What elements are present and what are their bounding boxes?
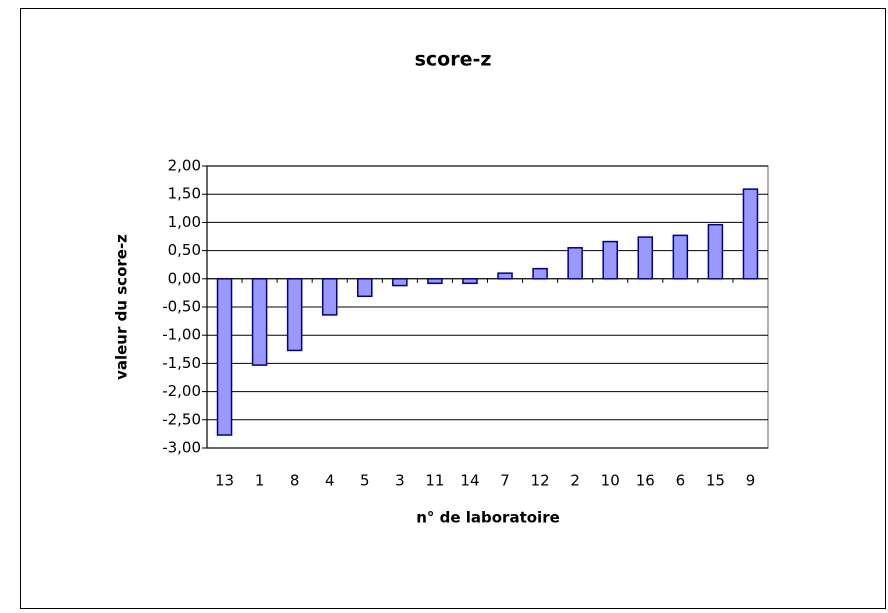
x-tick-label: 2 [570,472,580,490]
x-tick-label: 12 [531,472,550,490]
bar [602,240,618,280]
bar [497,272,513,280]
y-tick-label: -1,50 [162,354,201,372]
bar [532,267,548,280]
bar [357,278,373,298]
bar [216,278,233,436]
x-tick-label: 9 [746,472,756,490]
bar [567,247,583,280]
x-tick-label: 4 [325,472,335,490]
bar [251,278,268,366]
bar [286,278,303,352]
bar [427,278,443,285]
bar [707,223,724,280]
x-tick-label: 15 [706,472,725,490]
chart-title: score-z [415,49,492,71]
x-tick-label: 5 [360,472,370,490]
bar [321,278,338,316]
x-tick-label: 10 [601,472,620,490]
x-tick-label: 3 [395,472,405,490]
y-tick-label: -2,50 [162,410,201,428]
y-tick-label: 0,50 [168,241,201,259]
x-tick-label: 1 [255,472,265,490]
x-tick-label: 16 [636,472,655,490]
bar [742,188,759,280]
bar [672,234,689,280]
y-tick-label: -2,00 [162,382,201,400]
x-tick-label: 8 [290,472,300,490]
x-tick-label: 13 [215,472,234,490]
y-tick-label: 1,00 [168,213,201,231]
x-tick-label: 11 [425,472,444,490]
bar [462,278,478,285]
y-tick-label: 2,00 [168,157,201,175]
x-tick-label: 14 [460,472,479,490]
x-tick-label: 6 [676,472,686,490]
y-tick-label: -3,00 [162,439,201,457]
bar [637,236,654,280]
x-tick-label: 7 [500,472,510,490]
y-tick-label: -0,50 [162,298,201,316]
y-tick-label: -1,00 [162,326,201,344]
x-axis-title: n° de laboratoire [416,509,560,527]
y-tick-label: 1,50 [168,185,201,203]
y-tick-label: 0,00 [168,269,201,287]
bar [392,278,408,287]
y-axis-title: valeur du score-z [113,234,131,380]
